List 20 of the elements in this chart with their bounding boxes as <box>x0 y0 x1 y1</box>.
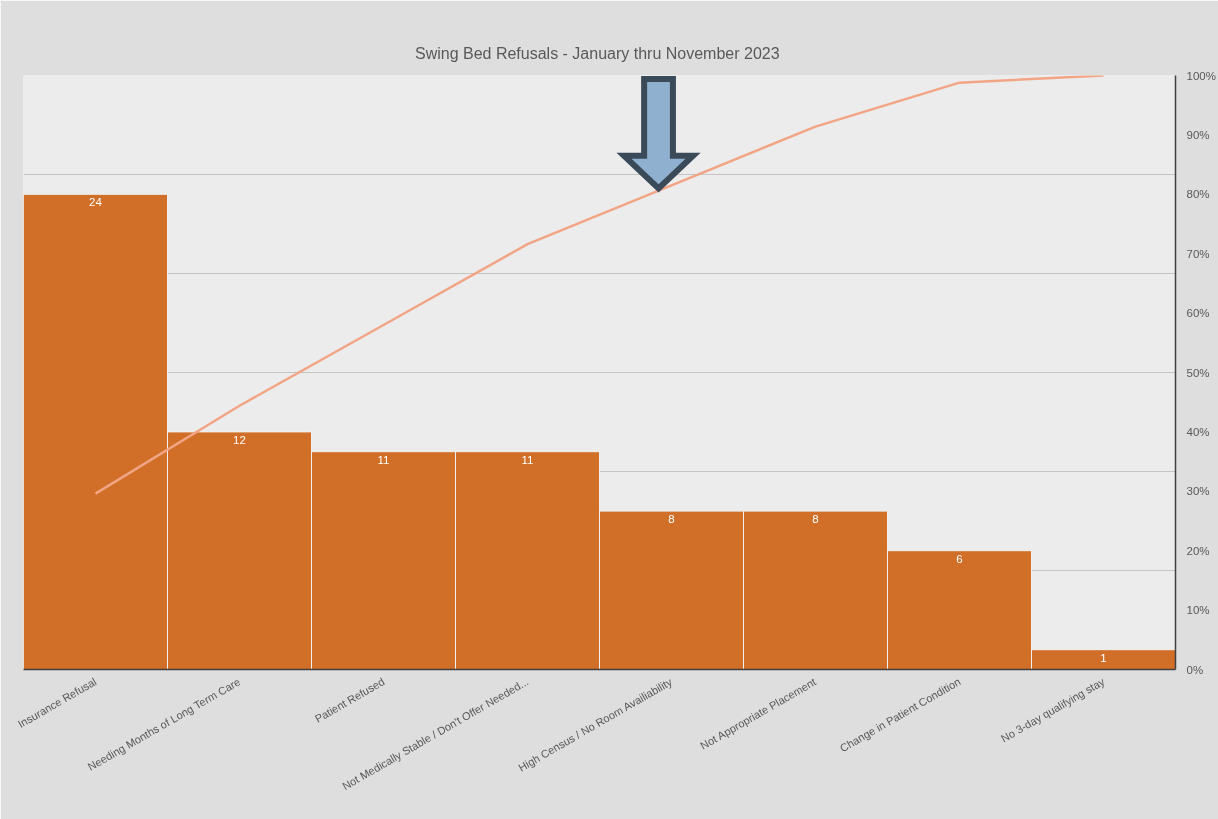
y2-tick-label: 0% <box>1186 663 1204 676</box>
y2-tick-label: 80% <box>1186 188 1210 201</box>
data-label: 11 <box>521 453 534 466</box>
y2-tick-label: 70% <box>1186 247 1210 260</box>
data-label: 12 <box>233 433 246 446</box>
y2-tick-label: 30% <box>1186 485 1210 498</box>
y2-tick-label: 90% <box>1186 128 1210 141</box>
y2-tick-label: 10% <box>1186 604 1210 617</box>
y2-tick-label: 50% <box>1186 366 1210 379</box>
data-label: 1 <box>1100 651 1107 664</box>
data-label: 11 <box>377 453 390 466</box>
data-label: 6 <box>956 552 963 565</box>
data-label: 8 <box>668 513 675 526</box>
data-label: 24 <box>89 196 103 209</box>
y2-tick-label: 40% <box>1186 425 1210 438</box>
y2-tick-label: 20% <box>1186 544 1210 557</box>
y2-tick-label: 60% <box>1186 307 1210 320</box>
data-label: 8 <box>812 513 819 526</box>
y2-tick-label: 100% <box>1186 69 1216 82</box>
chart-title: Swing Bed Refusals - January thru November 2023 <box>414 44 780 62</box>
